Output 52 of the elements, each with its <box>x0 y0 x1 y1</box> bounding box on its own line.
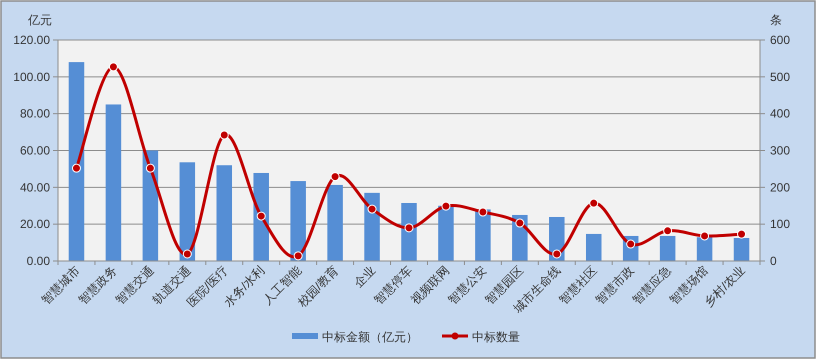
y2-tick-label: 200 <box>770 180 790 194</box>
y-tick-label: 100.00 <box>13 70 50 84</box>
y-tick-label: 0.00 <box>26 254 50 268</box>
y2-tick-label: 0 <box>770 254 777 268</box>
y-tick-label: 120.00 <box>13 33 50 47</box>
bar <box>438 206 454 261</box>
bar <box>734 238 750 261</box>
bar <box>660 236 676 261</box>
bar <box>475 209 491 261</box>
point <box>737 230 746 239</box>
point <box>294 251 303 260</box>
bar <box>68 62 84 261</box>
point <box>368 204 377 214</box>
bar <box>327 184 343 261</box>
y-tick-label: 20.00 <box>20 217 50 232</box>
bar <box>696 237 712 261</box>
bar <box>586 234 602 261</box>
y2-tick-label: 400 <box>770 106 790 121</box>
legend-label: 中标数量 <box>472 330 520 344</box>
bar <box>216 165 232 261</box>
point <box>108 62 118 72</box>
y2label: 条 <box>770 13 782 27</box>
bar <box>290 181 306 261</box>
bar <box>401 202 417 261</box>
point <box>404 223 414 232</box>
bar <box>106 104 122 261</box>
point <box>478 208 488 217</box>
y2-tick-label: 500 <box>770 70 790 84</box>
point <box>663 226 672 236</box>
point <box>182 250 192 258</box>
point <box>441 202 450 211</box>
point <box>72 164 81 173</box>
ylabel: 亿元 <box>28 13 52 27</box>
y-tick-label: 60.00 <box>20 144 50 158</box>
point <box>256 212 266 221</box>
y-tick-label: 80.00 <box>20 106 50 121</box>
point <box>552 250 562 258</box>
point <box>700 231 710 240</box>
x-tick-label: 企业 <box>351 263 378 290</box>
y2-tick-label: 600 <box>770 33 790 47</box>
point <box>220 130 229 140</box>
y2-tick-label: 300 <box>770 144 790 158</box>
point <box>146 164 155 173</box>
y-tick-label: 40.00 <box>20 180 50 194</box>
y2-tick-label: 100 <box>770 217 790 232</box>
point <box>515 218 524 228</box>
bar <box>364 192 380 261</box>
bar <box>180 162 196 261</box>
point <box>589 198 598 208</box>
point <box>330 172 340 182</box>
bar <box>142 150 158 261</box>
legend-label: 中标金额（亿元） <box>322 330 418 344</box>
